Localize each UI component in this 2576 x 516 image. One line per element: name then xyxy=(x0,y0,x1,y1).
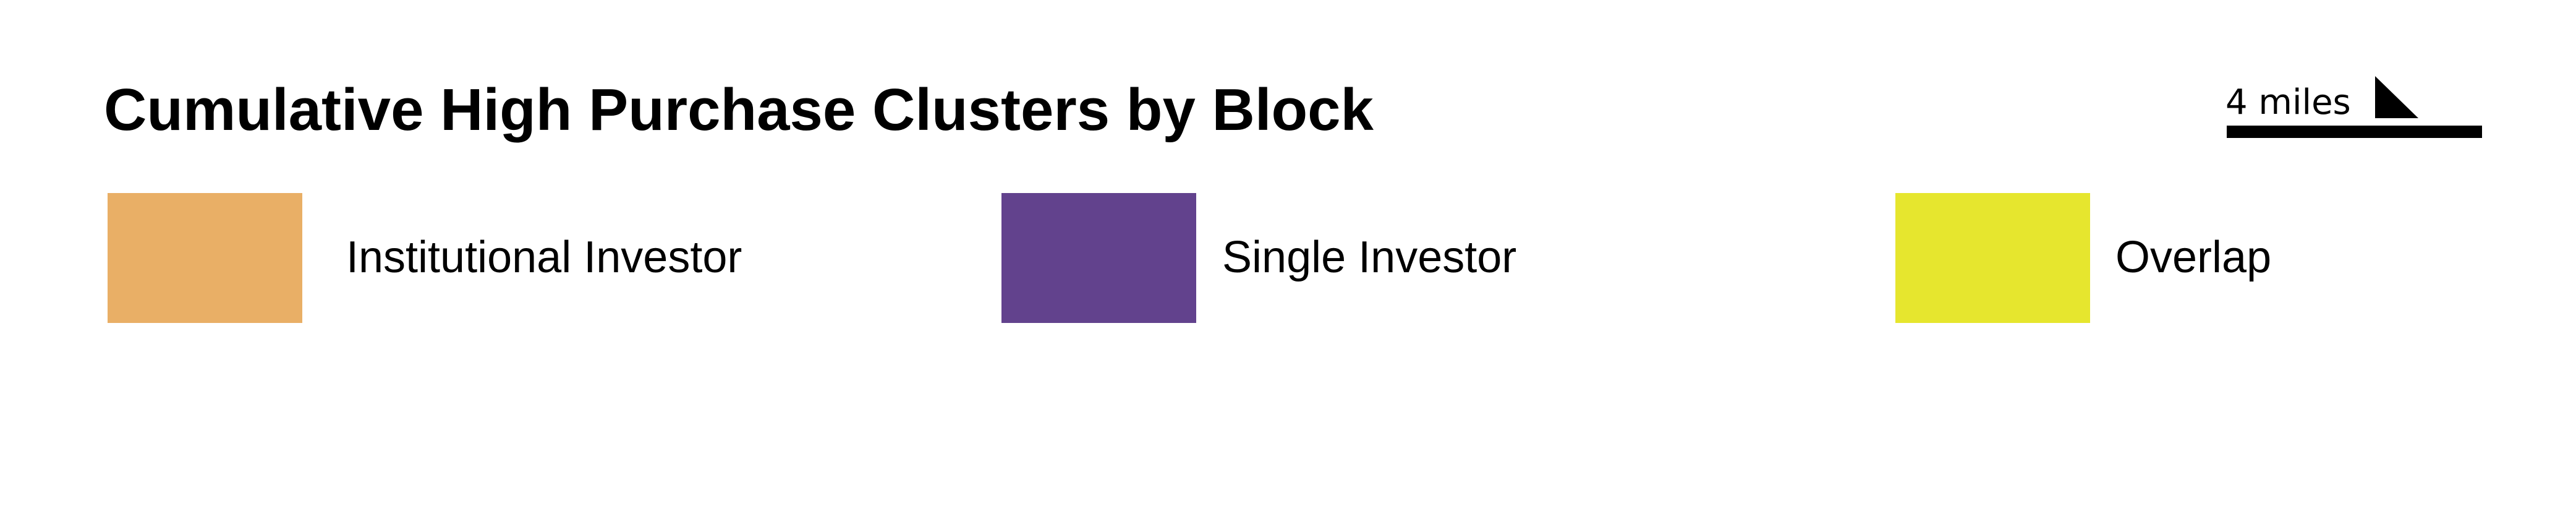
map-title: Cumulative High Purchase Clusters by Blo… xyxy=(104,77,1374,143)
legend-label-overlap: Overlap xyxy=(2115,233,2272,282)
scale-bar xyxy=(2227,126,2482,138)
legend-label-institutional-investor: Institutional Investor xyxy=(346,233,742,282)
legend-swatch-single-investor xyxy=(1001,193,1196,323)
legend-swatch-overlap xyxy=(1895,193,2090,323)
scale-label: 4 miles xyxy=(2225,82,2351,123)
north-arrow-shape xyxy=(2375,76,2418,118)
north-arrow-icon xyxy=(2375,76,2418,118)
legend-label-single-investor: Single Investor xyxy=(1222,233,1517,282)
legend-swatch-institutional-investor xyxy=(108,193,302,323)
